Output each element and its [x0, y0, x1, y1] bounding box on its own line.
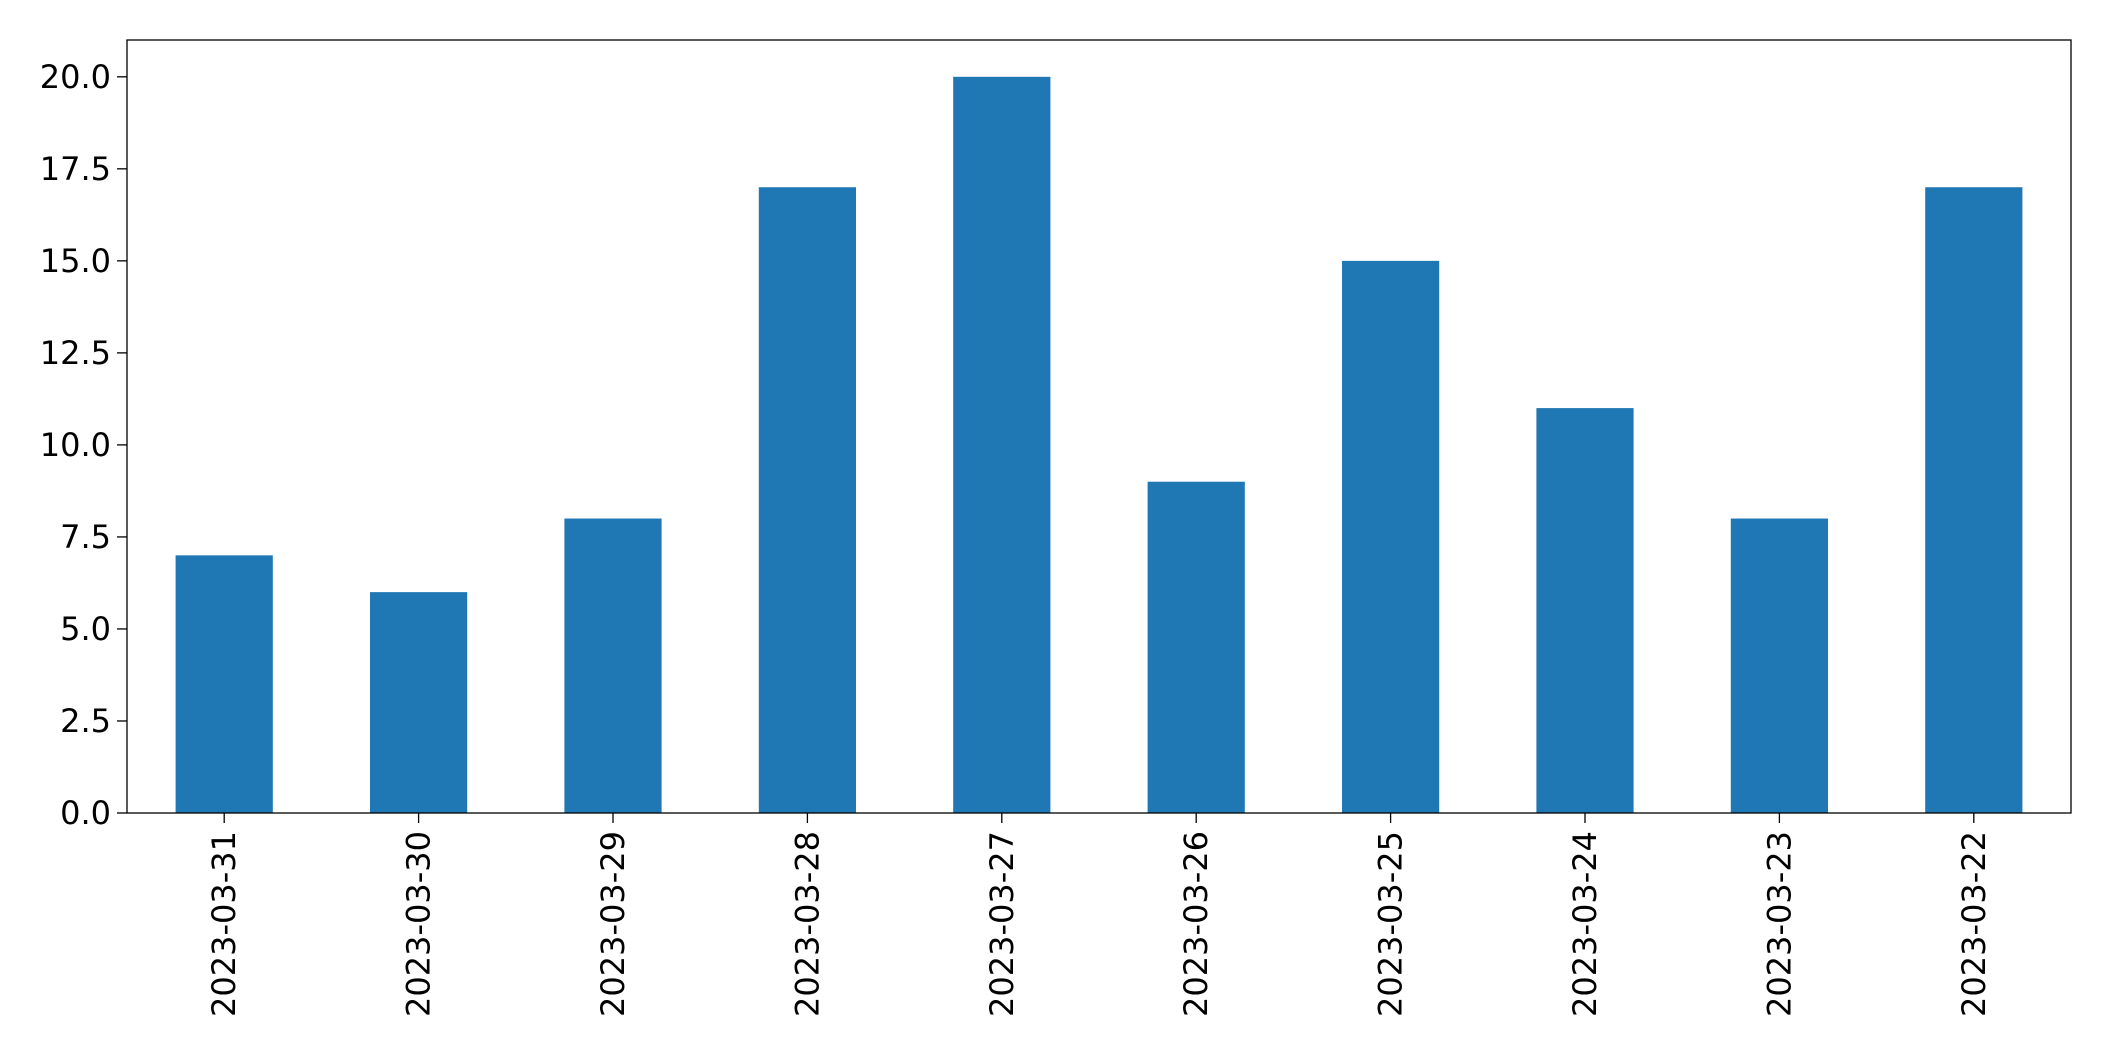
y-tick-label: 0.0 — [60, 794, 111, 832]
bar-2023-03-31 — [175, 555, 273, 813]
bar-2023-03-25 — [1342, 260, 1440, 813]
y-tick-label: 15.0 — [40, 242, 111, 280]
bar-2023-03-24 — [1536, 408, 1634, 813]
y-tick-label: 20.0 — [40, 58, 111, 96]
y-axis: 0.0 2.5 5.0 7.5 10.0 12.5 15.0 17.5 20.0 — [40, 58, 127, 832]
x-tick-label: 2023-03-22 — [1955, 831, 1993, 1017]
bar-2023-03-30 — [370, 592, 468, 813]
x-tick-label: 2023-03-25 — [1372, 831, 1410, 1017]
bar-2023-03-29 — [564, 518, 662, 813]
bar-2023-03-28 — [758, 187, 856, 813]
bar-2023-03-22 — [1925, 187, 2023, 813]
x-tick-label: 2023-03-27 — [983, 831, 1021, 1017]
x-axis: 2023-03-31 2023-03-30 2023-03-29 2023-03-28… — [205, 813, 1993, 1017]
y-tick-label: 17.5 — [40, 150, 111, 188]
y-tick-label: 10.0 — [40, 426, 111, 464]
plot-frame — [126, 39, 2072, 814]
bar-2023-03-27 — [953, 76, 1051, 814]
bar-2023-03-23 — [1730, 518, 1828, 813]
y-tick-label: 7.5 — [60, 518, 111, 556]
x-tick-label: 2023-03-24 — [1566, 831, 1604, 1017]
y-tick-label: 5.0 — [60, 610, 111, 648]
y-tick-label: 2.5 — [60, 702, 111, 740]
bar-2023-03-26 — [1147, 481, 1245, 813]
x-tick-label: 2023-03-31 — [205, 831, 243, 1017]
x-tick-label: 2023-03-30 — [400, 831, 438, 1017]
y-tick-label: 12.5 — [40, 334, 111, 372]
x-tick-label: 2023-03-29 — [594, 831, 632, 1017]
x-tick-label: 2023-03-28 — [788, 831, 826, 1017]
x-tick-label: 2023-03-26 — [1177, 831, 1215, 1017]
x-tick-label: 2023-03-23 — [1760, 831, 1798, 1017]
bars-layer — [175, 76, 2023, 814]
